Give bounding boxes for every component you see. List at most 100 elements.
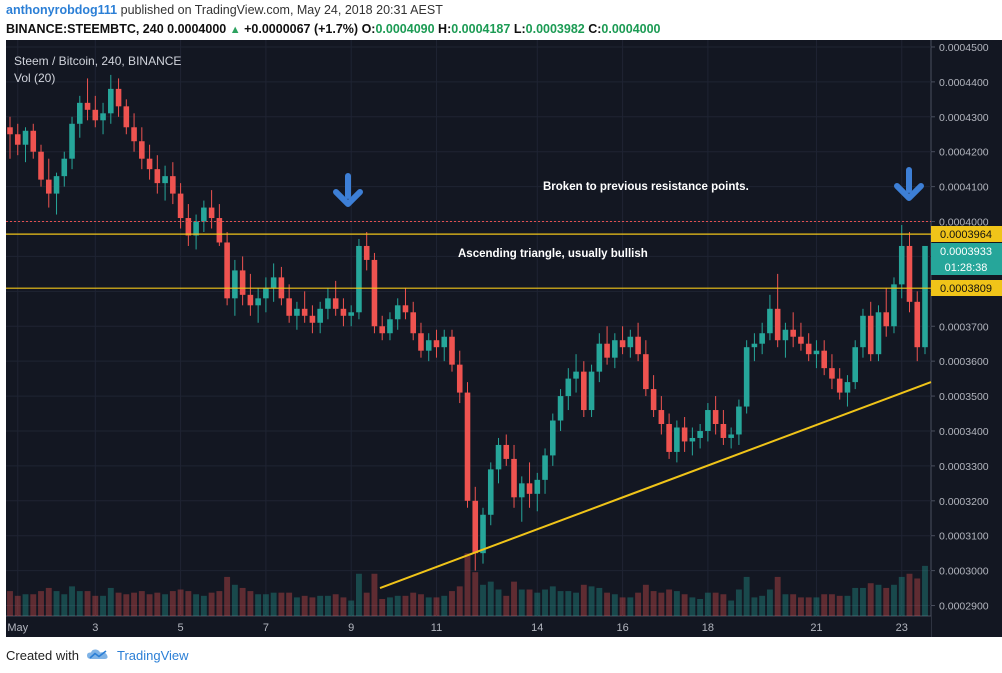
volume-bar xyxy=(759,595,766,616)
candle-body xyxy=(309,315,316,323)
candle-body xyxy=(891,284,897,327)
candle-body xyxy=(619,340,626,348)
volume-bar xyxy=(805,597,812,616)
candle-body xyxy=(883,312,890,327)
price-axis[interactable] xyxy=(931,40,1002,637)
candle-body xyxy=(689,437,696,442)
candle-body xyxy=(767,308,773,334)
volume-bar xyxy=(860,587,866,616)
candle-body xyxy=(751,343,758,348)
close-value: 0.0004000 xyxy=(167,22,227,36)
x-tick-label: 7 xyxy=(263,622,269,634)
volume-bar xyxy=(69,586,75,616)
volume-bar xyxy=(61,594,68,616)
volume-bar xyxy=(371,573,378,616)
volume-bar xyxy=(146,594,153,616)
candle-body xyxy=(705,410,711,431)
candle-body xyxy=(674,427,680,452)
candle-body xyxy=(170,176,176,194)
volume-bar xyxy=(596,587,603,616)
annotation-broken-resistance[interactable]: Broken to previous resistance points. xyxy=(543,181,749,193)
candle-body xyxy=(270,277,277,288)
candle-body xyxy=(69,123,75,159)
price-label-current: 0.0003933 01:28:38 xyxy=(931,243,1002,275)
candle-body xyxy=(38,151,44,180)
volume-bar xyxy=(867,583,874,616)
candle-body xyxy=(418,333,424,351)
volume-bar xyxy=(666,589,673,616)
plot-area[interactable] xyxy=(6,40,931,637)
candle-body xyxy=(697,430,703,438)
y-tick-label: 0.0004100 xyxy=(939,182,989,194)
candle-body xyxy=(402,305,409,313)
volume-bar xyxy=(495,589,502,616)
candle-body xyxy=(441,336,448,348)
candle-body xyxy=(635,336,641,355)
y-tick-label: 0.0003000 xyxy=(939,566,989,578)
volume-bar xyxy=(720,594,727,616)
volume-bar xyxy=(301,595,308,616)
volume-bar xyxy=(169,591,176,616)
candle-body xyxy=(425,340,432,351)
candle-body xyxy=(332,298,339,309)
candle-body xyxy=(829,368,835,379)
candle-body xyxy=(410,312,417,334)
candle-body xyxy=(588,371,595,411)
y-tick-label: 0.0004300 xyxy=(939,112,989,124)
volume-bar xyxy=(154,592,161,616)
candle-body xyxy=(14,134,21,145)
high-label: H: xyxy=(438,22,452,36)
volume-bar xyxy=(511,581,517,616)
annotation-ascending-triangle[interactable]: Ascending triangle, usually bullish xyxy=(458,248,648,260)
volume-bar xyxy=(433,597,440,616)
time-axis[interactable] xyxy=(6,616,931,637)
volume-bar xyxy=(573,592,580,616)
published-text: published on TradingView.com, May 24, 20… xyxy=(120,3,443,17)
price-label-lower-text: 0.0003809 xyxy=(940,283,992,295)
candle-body xyxy=(22,130,29,145)
volume-bar xyxy=(813,597,820,616)
volume-bar xyxy=(898,576,905,616)
candle-body xyxy=(712,410,719,424)
candle-body xyxy=(123,106,130,128)
volume-bar xyxy=(418,594,424,616)
candle-body xyxy=(511,458,517,498)
legend-title: Steem / Bitcoin, 240, BINANCE xyxy=(14,54,181,68)
candle-body xyxy=(348,312,354,316)
volume-bar xyxy=(836,595,843,616)
price-chart[interactable]: 0.0002900 0.0003000 0.0003100 0.0003200 0.00… xyxy=(0,40,1002,640)
candle-body xyxy=(76,102,83,124)
legend-volume: Vol (20) xyxy=(14,71,55,85)
candle-body xyxy=(294,308,300,316)
tradingview-link[interactable]: TradingView xyxy=(116,647,189,663)
horizontal-levels[interactable] xyxy=(6,221,931,289)
y-tick-label: 0.0002900 xyxy=(939,601,989,613)
down-arrow-icon[interactable] xyxy=(894,167,924,201)
price-label-upper-text: 0.0003964 xyxy=(940,229,992,241)
volume-bar xyxy=(829,594,835,616)
candle-body xyxy=(7,127,13,135)
candle-body xyxy=(503,444,510,459)
trend-line-group[interactable] xyxy=(379,381,932,590)
volume-bar xyxy=(914,578,921,616)
volume-bar xyxy=(293,597,300,616)
candle-body xyxy=(860,315,866,348)
volume-bar xyxy=(270,592,277,616)
candle-body xyxy=(115,88,122,107)
ascending-trend-line[interactable] xyxy=(379,381,932,590)
tradingview-logo-icon xyxy=(86,649,108,659)
candle-body xyxy=(108,88,114,114)
candle-body xyxy=(743,347,750,407)
bar-countdown: 01:28:38 xyxy=(945,262,988,274)
volume-bar xyxy=(611,594,618,616)
volume-bar xyxy=(821,594,828,616)
volume-bars xyxy=(7,553,928,616)
volume-bar xyxy=(588,586,595,616)
volume-bar xyxy=(45,587,52,616)
volume-bar xyxy=(557,591,564,616)
candle-body xyxy=(154,169,161,184)
candle-body xyxy=(464,392,471,501)
down-arrow-icon[interactable] xyxy=(333,173,363,207)
author-link[interactable]: anthonyrobdog111 xyxy=(6,3,118,17)
volume-bar xyxy=(84,591,91,616)
